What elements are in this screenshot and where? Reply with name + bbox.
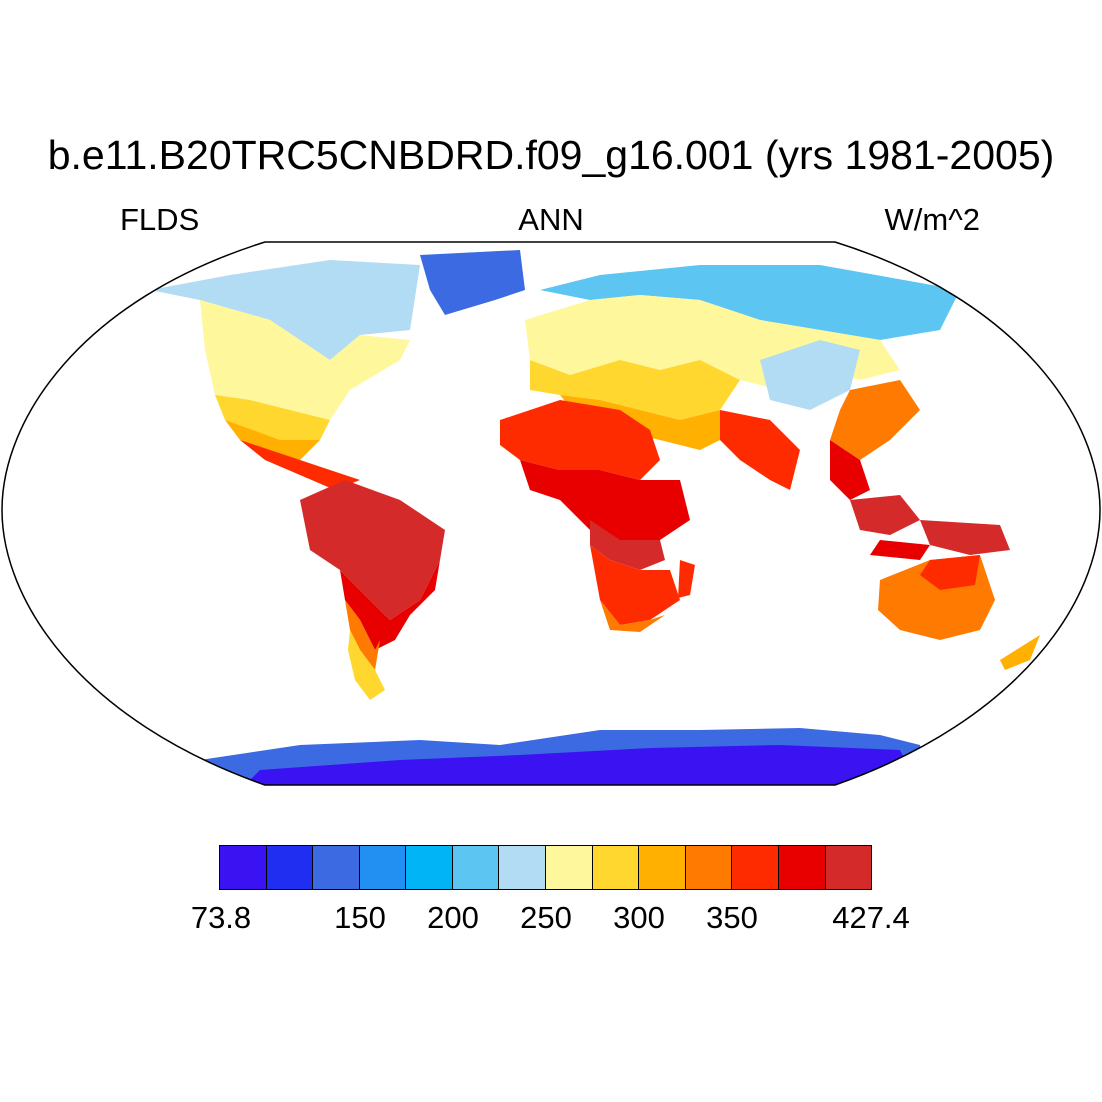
colorbar-swatch [313, 846, 360, 889]
colorbar-swatch [266, 846, 314, 889]
colorbar-label: 427.4 [832, 900, 910, 935]
colorbar-label: 250 [520, 900, 572, 935]
antarctica [180, 728, 930, 785]
units-label: W/m^2 [884, 202, 980, 237]
colorbar-label: 73.8 [190, 900, 252, 935]
colorbar [219, 845, 872, 890]
colorbar-swatch [592, 846, 640, 889]
colorbar-swatch [825, 846, 872, 889]
south-america [300, 480, 445, 700]
eurasia [525, 265, 960, 500]
colorbar-swatch [220, 846, 267, 889]
map-border [1, 241, 1101, 786]
australia [878, 555, 1040, 670]
maritime-continent [850, 495, 1010, 560]
colorbar-swatch [546, 846, 593, 889]
north-america [150, 260, 420, 490]
colorbar-label: 200 [427, 900, 479, 935]
colorbar-swatch [778, 846, 826, 889]
variable-label: FLDS [120, 202, 200, 237]
colorbar-swatch [639, 846, 686, 889]
plot-title: b.e11.B20TRC5CNBDRD.f09_g16.001 (yrs 198… [47, 132, 1055, 178]
colorbar-swatch [685, 846, 733, 889]
season-label: ANN [518, 202, 584, 237]
greenland [420, 250, 525, 315]
colorbar-swatch [359, 846, 407, 889]
colorbar-label: 150 [334, 900, 386, 935]
colorbar-swatch [452, 846, 500, 889]
colorbar-swatch [732, 846, 779, 889]
colorbar-label: 300 [613, 900, 665, 935]
colorbar-label: 350 [706, 900, 758, 935]
colorbar-swatch [499, 846, 547, 889]
africa [500, 400, 695, 632]
colorbar-swatch [406, 846, 453, 889]
